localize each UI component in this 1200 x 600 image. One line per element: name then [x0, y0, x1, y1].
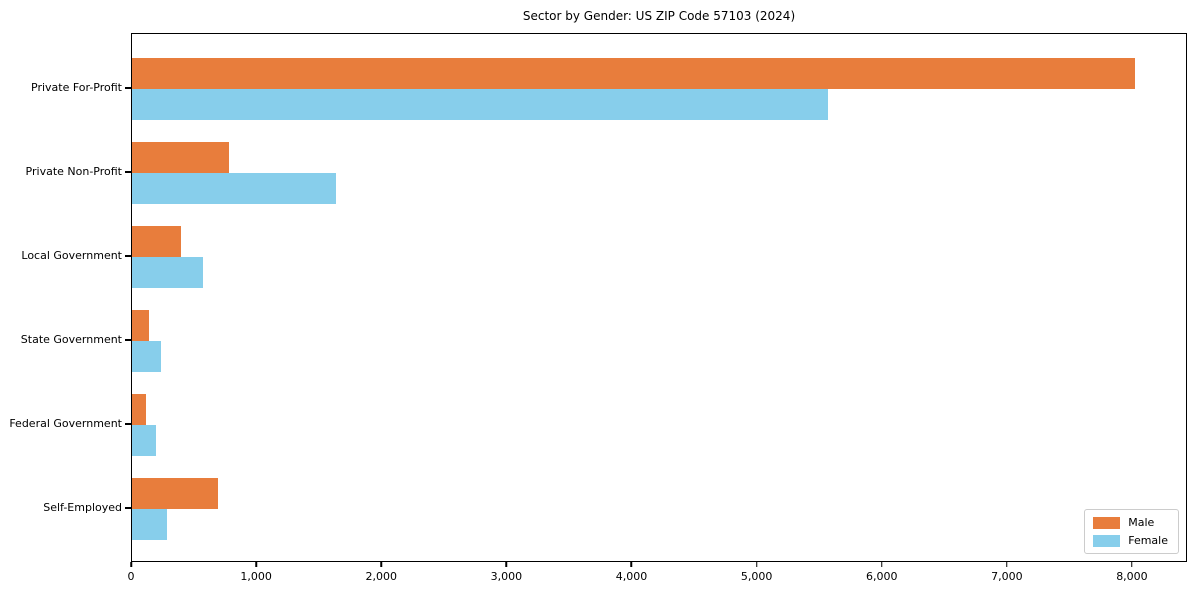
- x-axis-tick-label: 2,000: [365, 570, 397, 583]
- x-axis-tick-mark: [755, 562, 758, 567]
- x-axis-tick-mark: [380, 562, 382, 567]
- x-axis-tick-label: 7,000: [991, 570, 1023, 583]
- x-axis-tick-label: 3,000: [490, 570, 523, 583]
- y-axis-tick-mark: [125, 255, 131, 257]
- x-axis-tick-label: 5,000: [740, 570, 773, 583]
- category-label-5: Self-Employed: [43, 501, 122, 514]
- bar-female-private-for-profit: [132, 89, 828, 120]
- legend-label-male: Male: [1128, 516, 1155, 529]
- legend-entry-female: Female: [1093, 534, 1168, 547]
- y-axis-tick-mark: [125, 339, 131, 341]
- legend-swatch-male: [1093, 516, 1121, 529]
- bar-male-federal-government: [132, 394, 146, 425]
- category-label-1: Private Non-Profit: [25, 165, 122, 178]
- x-axis-tick-label: 8,000: [1116, 570, 1148, 583]
- category-label-4: Federal Government: [9, 417, 122, 430]
- bar-female-self-employed: [132, 509, 167, 540]
- legend-swatch-female: [1093, 534, 1121, 547]
- bar-female-private-non-profit: [132, 173, 336, 204]
- category-label-0: Private For-Profit: [31, 81, 122, 94]
- x-axis-tick-mark: [255, 562, 257, 567]
- bar-male-private-non-profit: [132, 142, 230, 173]
- legend-label-female: Female: [1128, 534, 1168, 547]
- y-axis-tick-mark: [125, 423, 131, 425]
- x-axis-tick-mark: [630, 562, 633, 567]
- y-axis-tick-mark: [125, 507, 131, 509]
- bar-female-federal-government: [132, 425, 156, 456]
- category-label-3: State Government: [20, 333, 122, 346]
- plot-area: Male Female: [131, 33, 1187, 562]
- x-axis-tick-mark: [130, 562, 132, 567]
- x-axis-tick-label: 4,000: [615, 570, 648, 583]
- x-axis-tick-label: 1,000: [240, 570, 272, 583]
- bar-male-state-government: [132, 310, 150, 341]
- legend: Male Female: [1084, 509, 1179, 554]
- x-axis-tick-mark: [505, 562, 508, 567]
- chart-title: Sector by Gender: US ZIP Code 57103 (202…: [522, 9, 796, 23]
- bar-male-private-for-profit: [132, 58, 1135, 89]
- y-axis-tick-mark: [125, 87, 131, 89]
- x-axis-tick-mark: [880, 562, 883, 567]
- category-label-2: Local Government: [21, 249, 122, 262]
- x-axis: 0 1,000 2,000 3,000 4,000 5,000 6,000 7,000 8,00…: [127, 562, 1187, 592]
- legend-entry-male: Male: [1093, 516, 1168, 529]
- bar-male-self-employed: [132, 478, 219, 509]
- y-axis-tick-mark: [125, 171, 131, 173]
- bar-female-local-government: [132, 257, 204, 288]
- bar-male-local-government: [132, 226, 181, 257]
- x-axis-tick-label: 0: [127, 570, 135, 583]
- x-axis-tick-label: 6,000: [865, 570, 898, 583]
- x-axis-tick-mark: [1006, 562, 1008, 567]
- y-axis-labels: Private For-Profit Private Non-Profit Loca…: [0, 33, 122, 562]
- x-axis-tick-mark: [1131, 562, 1133, 567]
- bar-female-state-government: [132, 341, 161, 372]
